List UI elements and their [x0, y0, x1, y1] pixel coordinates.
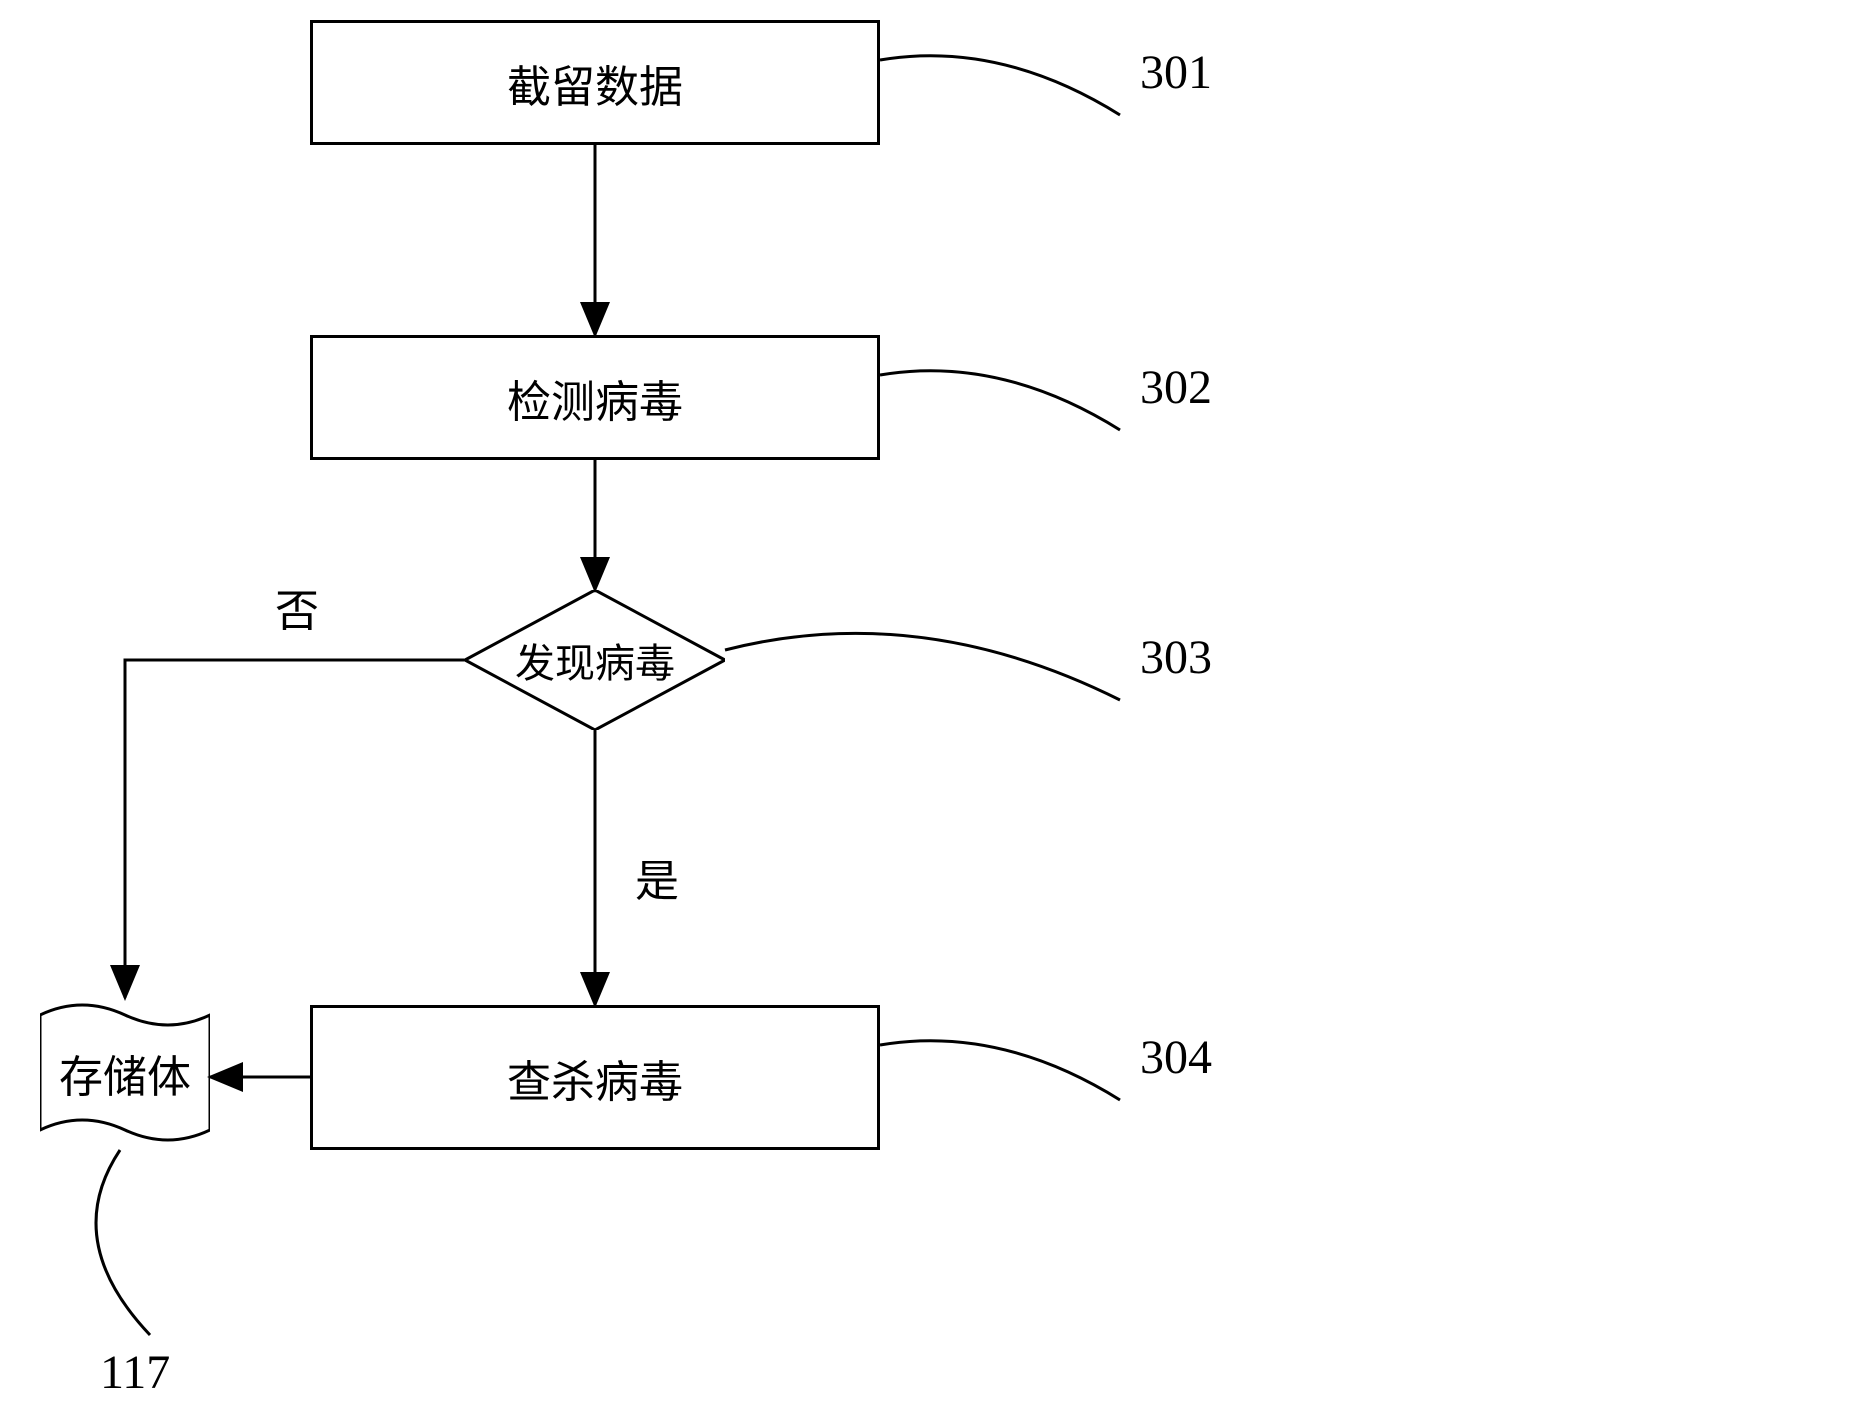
leader-304 — [880, 1041, 1120, 1100]
decision-label: 发现病毒 — [515, 631, 675, 689]
ref-117: 117 — [100, 1345, 170, 1400]
ref-301: 301 — [1140, 45, 1212, 100]
box-intercept-data: 截留数据 — [310, 20, 880, 145]
flowchart-canvas: 截留数据 检测病毒 发现病毒 查杀病毒 存储体 否 是 301 302 303 … — [0, 0, 1853, 1404]
box-kill-virus: 查杀病毒 — [310, 1005, 880, 1150]
storage-body: 存储体 — [40, 995, 210, 1150]
storage-label: 存储体 — [59, 1041, 191, 1105]
arrow-303-no-storage — [125, 660, 465, 998]
leader-302 — [880, 371, 1120, 430]
leader-117 — [96, 1150, 150, 1335]
leader-303 — [725, 633, 1120, 700]
ref-302: 302 — [1140, 360, 1212, 415]
decision-virus-found: 发现病毒 — [465, 590, 725, 730]
ref-304: 304 — [1140, 1030, 1212, 1085]
leader-301 — [880, 56, 1120, 115]
label-no: 否 — [275, 575, 319, 639]
box-detect-label: 检测病毒 — [507, 366, 683, 430]
box-intercept-label: 截留数据 — [507, 51, 683, 115]
ref-303: 303 — [1140, 630, 1212, 685]
label-yes: 是 — [635, 845, 679, 909]
box-kill-label: 查杀病毒 — [507, 1046, 683, 1110]
arrows-layer — [0, 0, 1853, 1404]
box-detect-virus: 检测病毒 — [310, 335, 880, 460]
